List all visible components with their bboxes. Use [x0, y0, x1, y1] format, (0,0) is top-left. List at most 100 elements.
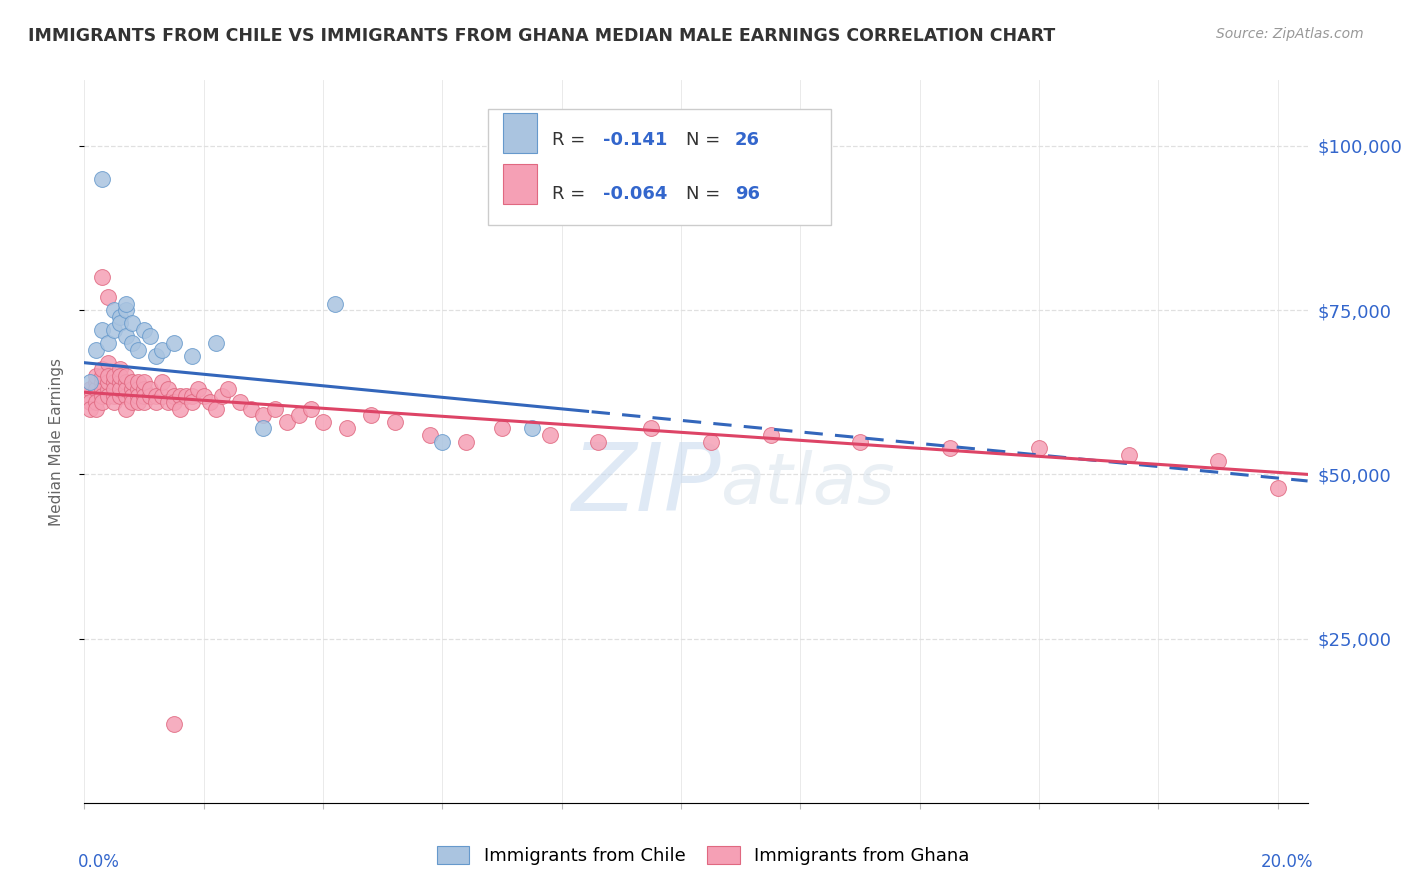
FancyBboxPatch shape: [488, 109, 831, 225]
Point: [139, 329, 162, 343]
Point: [299, 401, 322, 416]
Point: [79, 395, 101, 409]
Point: [103, 395, 125, 409]
Point: [115, 382, 138, 396]
Text: R =: R =: [551, 131, 591, 149]
Point: [91, 368, 114, 383]
Point: [127, 382, 149, 396]
Point: [103, 388, 125, 402]
Point: [108, 362, 131, 376]
Point: [1028, 441, 1050, 455]
Legend: Immigrants from Chile, Immigrants from Ghana: Immigrants from Chile, Immigrants from G…: [427, 837, 979, 874]
Point: [115, 376, 138, 390]
Point: [360, 409, 382, 423]
Point: [108, 382, 131, 396]
Point: [121, 388, 143, 402]
Point: [127, 376, 149, 390]
Point: [169, 401, 191, 416]
Point: [174, 388, 197, 402]
Point: [115, 368, 138, 383]
Point: [156, 382, 179, 396]
Point: [84, 382, 107, 396]
Point: [132, 388, 155, 402]
Point: [432, 434, 454, 449]
Point: [1206, 454, 1229, 468]
Text: IMMIGRANTS FROM CHILE VS IMMIGRANTS FROM GHANA MEDIAN MALE EARNINGS CORRELATION : IMMIGRANTS FROM CHILE VS IMMIGRANTS FROM…: [28, 27, 1056, 45]
Point: [132, 395, 155, 409]
Point: [163, 717, 186, 731]
Text: -0.064: -0.064: [603, 185, 668, 202]
Point: [145, 349, 167, 363]
Point: [115, 329, 138, 343]
Point: [520, 421, 543, 435]
Point: [121, 395, 143, 409]
Point: [103, 368, 125, 383]
Point: [163, 388, 186, 402]
Point: [108, 368, 131, 383]
Text: N =: N =: [686, 131, 725, 149]
Point: [97, 376, 120, 390]
Text: N =: N =: [686, 185, 725, 202]
Point: [91, 171, 114, 186]
Point: [139, 388, 162, 402]
Point: [538, 428, 561, 442]
Point: [491, 421, 513, 435]
Point: [276, 415, 298, 429]
Point: [1118, 448, 1140, 462]
Point: [187, 382, 209, 396]
FancyBboxPatch shape: [503, 164, 537, 204]
Point: [84, 401, 107, 416]
Y-axis label: Median Male Earnings: Median Male Earnings: [49, 358, 63, 525]
Point: [97, 382, 120, 396]
Point: [97, 356, 120, 370]
Point: [97, 290, 120, 304]
Point: [252, 421, 274, 435]
Point: [240, 401, 263, 416]
Point: [198, 395, 221, 409]
Point: [108, 310, 131, 324]
Point: [103, 303, 125, 318]
Point: [384, 415, 406, 429]
Point: [938, 441, 960, 455]
Point: [91, 395, 114, 409]
Point: [79, 382, 101, 396]
Point: [121, 336, 143, 351]
Point: [228, 395, 250, 409]
Point: [169, 388, 191, 402]
Point: [204, 336, 226, 351]
FancyBboxPatch shape: [503, 113, 537, 153]
Point: [163, 336, 186, 351]
Text: -0.141: -0.141: [603, 131, 668, 149]
Point: [180, 395, 202, 409]
Point: [79, 376, 101, 390]
Point: [115, 303, 138, 318]
Point: [108, 376, 131, 390]
Point: [252, 409, 274, 423]
Text: ZIP: ZIP: [571, 440, 720, 531]
Point: [150, 376, 173, 390]
Point: [323, 296, 346, 310]
Point: [139, 382, 162, 396]
Point: [79, 388, 101, 402]
Point: [115, 388, 138, 402]
Text: 20.0%: 20.0%: [1261, 854, 1313, 871]
Text: R =: R =: [551, 185, 591, 202]
Point: [336, 421, 359, 435]
Point: [312, 415, 335, 429]
Point: [145, 395, 167, 409]
Point: [79, 401, 101, 416]
Point: [193, 388, 215, 402]
Point: [121, 316, 143, 330]
Point: [163, 395, 186, 409]
Point: [127, 343, 149, 357]
Point: [456, 434, 478, 449]
Text: Source: ZipAtlas.com: Source: ZipAtlas.com: [1216, 27, 1364, 41]
Point: [115, 401, 138, 416]
Point: [103, 323, 125, 337]
Point: [84, 395, 107, 409]
Point: [586, 434, 609, 449]
Point: [127, 388, 149, 402]
Point: [156, 395, 179, 409]
Point: [91, 376, 114, 390]
Point: [103, 376, 125, 390]
